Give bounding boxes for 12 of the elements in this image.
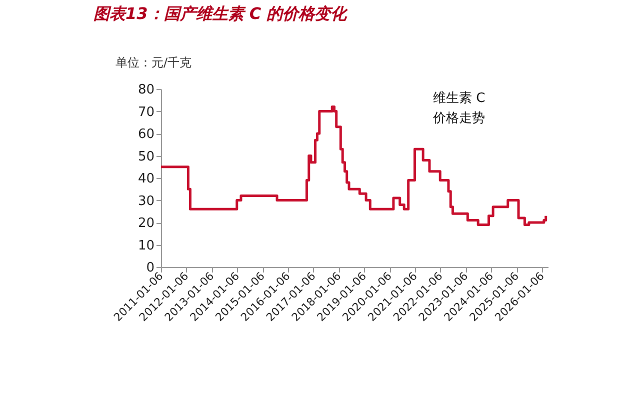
y-tick-label: 60 <box>138 127 154 142</box>
chart-title: 图表13：国产维生素 C 的价格变化 <box>94 4 349 23</box>
y-tick-label: 80 <box>138 82 154 98</box>
y-tick-label: 0 <box>146 260 154 276</box>
annotation: 维生素 C 价格走势 <box>432 91 486 126</box>
y-tick-label: 30 <box>138 194 154 209</box>
y-tick-label: 10 <box>138 238 154 254</box>
y-tick-label: 20 <box>138 216 154 231</box>
y-axis-title: 单位：元/千克 <box>116 56 192 70</box>
y-tick-label: 40 <box>138 172 154 186</box>
y-tick-label: 70 <box>138 104 154 120</box>
y-tick-label: 50 <box>138 149 154 164</box>
